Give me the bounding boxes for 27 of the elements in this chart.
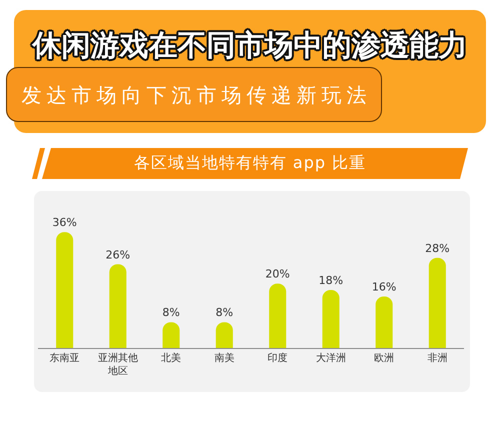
x-tick-label: 大洋洲: [316, 352, 346, 364]
x-tick-label: 非洲: [427, 352, 448, 364]
bar: [269, 284, 286, 348]
bar: [56, 232, 74, 348]
bar: [322, 290, 340, 348]
chart-subtitle: 发达市场向下沉市场传递新玩法: [20, 82, 372, 108]
x-tick-label: 北美: [161, 352, 182, 364]
x-tick-label: 东南亚: [50, 352, 80, 364]
data-label: 28%: [425, 242, 450, 255]
bar: [428, 258, 446, 348]
data-label: 18%: [318, 274, 344, 288]
data-label: 8%: [216, 306, 234, 320]
data-label: 16%: [372, 280, 396, 294]
x-tick-label: 亚洲其他地区: [98, 352, 138, 377]
x-tick-label: 南美: [214, 352, 234, 364]
bar: [162, 322, 180, 348]
bar: [216, 322, 233, 348]
data-label: 36%: [52, 216, 77, 230]
x-tick-label: 欧洲: [374, 352, 394, 364]
data-label: 20%: [265, 268, 290, 281]
text: 各区域当地特有特有 app 比重: [132, 152, 368, 174]
data-label: 26%: [106, 248, 130, 262]
bar: [109, 264, 126, 348]
bar: [376, 296, 393, 348]
x-tick-label: 印度: [268, 352, 288, 364]
chart-title: 休闲游戏在不同市场中的渗透能力: [30, 27, 468, 63]
data-label: 8%: [162, 306, 180, 320]
